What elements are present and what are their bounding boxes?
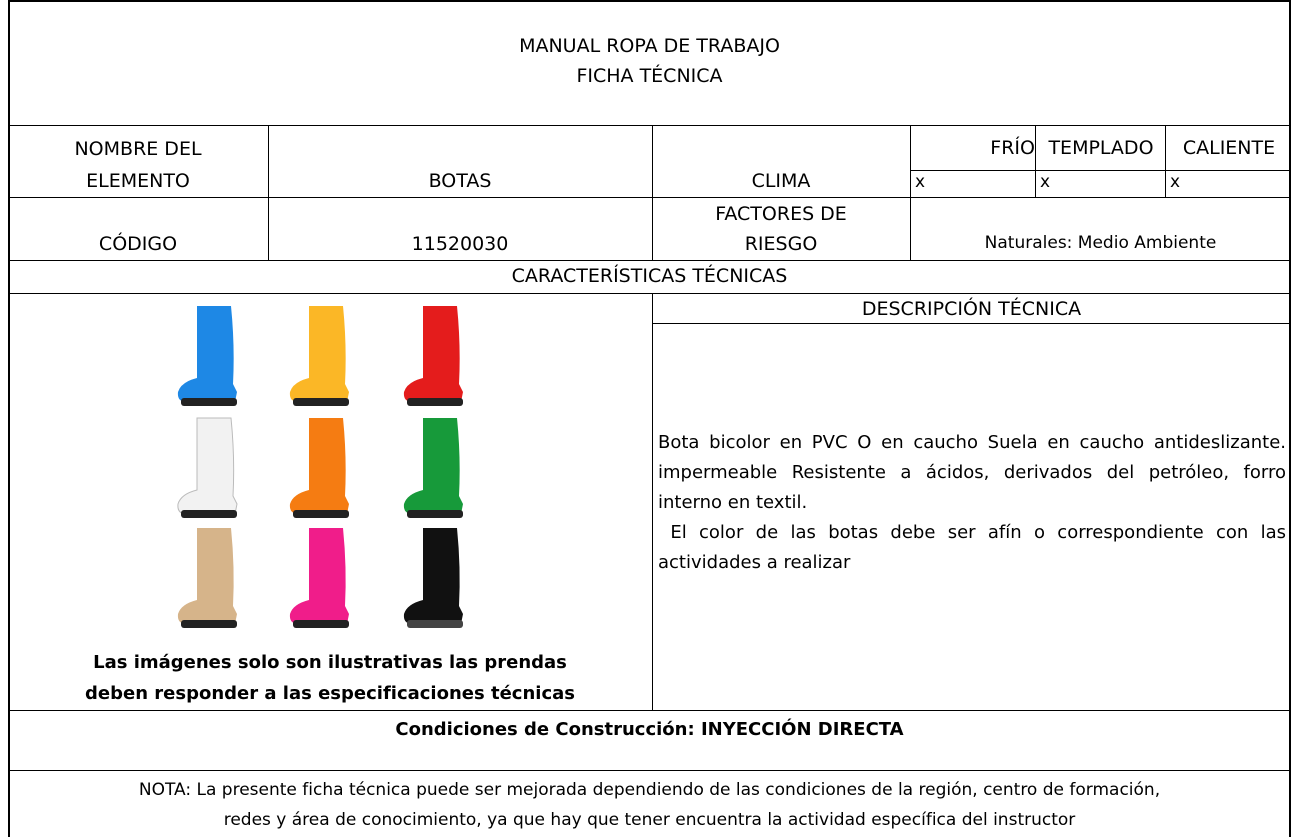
boots-illustration — [177, 306, 463, 628]
description-title: DESCRIPCIÓN TÉCNICA — [861, 298, 1082, 320]
field-label: CLIMA — [751, 170, 811, 192]
border — [8, 0, 10, 837]
field-value: 11520030 — [411, 233, 509, 255]
note: redes y área de conocimiento, ya que hay… — [223, 810, 1076, 830]
border — [1289, 0, 1291, 837]
border — [1035, 125, 1036, 197]
border — [910, 125, 911, 260]
climate-option: CALIENTE — [1182, 137, 1276, 159]
boot — [289, 528, 349, 628]
description-paragraph: El color de las botas debe ser afín o co… — [658, 522, 1287, 573]
climate-option: FRÍO — [990, 137, 1035, 159]
field-label: CÓDIGO — [98, 233, 178, 255]
boot — [403, 306, 463, 406]
field-label: FACTORES DE — [715, 203, 847, 225]
climate-option: TEMPLADO — [1048, 137, 1154, 159]
field-label: ELEMENTO — [86, 170, 190, 192]
border — [8, 260, 1291, 261]
border — [652, 293, 653, 710]
climate-mark: x — [1170, 172, 1181, 192]
border — [268, 125, 269, 260]
border — [8, 0, 1291, 2]
border — [8, 710, 1291, 711]
border — [8, 125, 1291, 126]
border — [652, 125, 653, 260]
border — [8, 770, 1291, 771]
field-value: BOTAS — [428, 170, 492, 192]
boot — [403, 418, 463, 518]
field-label: NOMBRE DEL — [74, 138, 202, 160]
construction: Condiciones de Construcción: INYECCIÓN D… — [395, 719, 904, 740]
field-value: Naturales: Medio Ambiente — [984, 233, 1217, 253]
climate-mark: x — [915, 172, 926, 192]
border — [8, 197, 1291, 198]
boot — [289, 418, 349, 518]
description-paragraph: Bota bicolor en PVC O en caucho Suela en… — [658, 432, 1286, 513]
boot — [403, 528, 463, 628]
boot — [177, 528, 237, 628]
border — [910, 170, 1291, 171]
field-label: RIESGO — [744, 233, 818, 255]
image-caption: deben responder a las especificaciones t… — [85, 683, 575, 704]
climate-mark: x — [1040, 172, 1051, 192]
border — [652, 323, 1291, 324]
subtitle: FICHA TÉCNICA — [576, 65, 723, 87]
boot — [177, 417, 238, 518]
boot — [177, 306, 237, 406]
section-title: CARACTERÍSTICAS TÉCNICAS — [511, 265, 788, 287]
description: Bota bicolor en PVC O en caucho Suela en… — [658, 428, 1286, 578]
title: MANUAL ROPA DE TRABAJO — [519, 35, 780, 57]
boot — [289, 306, 349, 406]
image-caption: Las imágenes solo son ilustrativas las p… — [93, 652, 567, 673]
border — [8, 293, 1291, 294]
note: NOTA: La presente ficha técnica puede se… — [138, 780, 1161, 800]
border — [1165, 125, 1166, 197]
